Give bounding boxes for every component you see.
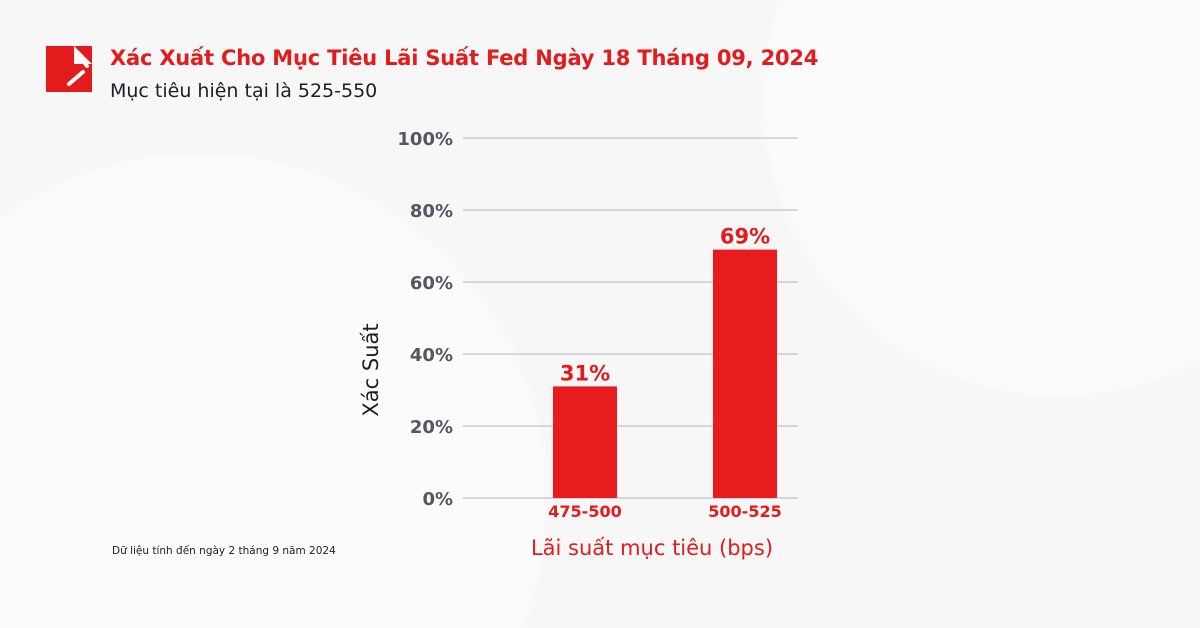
chart-title: Xác Xuất Cho Mục Tiêu Lãi Suất Fed Ngày … <box>110 46 819 70</box>
y-tick-label: 20% <box>410 417 453 438</box>
y-axis-title: Xác Suất <box>359 323 383 416</box>
footnote: Dữ liệu tính đến ngày 2 tháng 9 năm 2024 <box>112 545 336 557</box>
y-tick-label: 60% <box>410 273 453 294</box>
bar-475-500 <box>553 386 617 498</box>
data-label: 31% <box>560 361 610 385</box>
y-tick-label: 40% <box>410 345 453 366</box>
y-tick-label: 100% <box>397 129 453 150</box>
y-tick-label: 0% <box>422 489 453 510</box>
x-tick-label: 500-525 <box>708 502 781 521</box>
chart-subtitle: Mục tiêu hiện tại là 525-550 <box>110 80 378 102</box>
data-label: 69% <box>720 225 770 249</box>
x-tick-label: 475-500 <box>548 502 621 521</box>
x-axis-title: Lãi suất mục tiêu (bps) <box>531 536 773 560</box>
brand-logo <box>46 46 92 92</box>
y-tick-label: 80% <box>410 201 453 222</box>
bar-500-525 <box>713 249 777 498</box>
